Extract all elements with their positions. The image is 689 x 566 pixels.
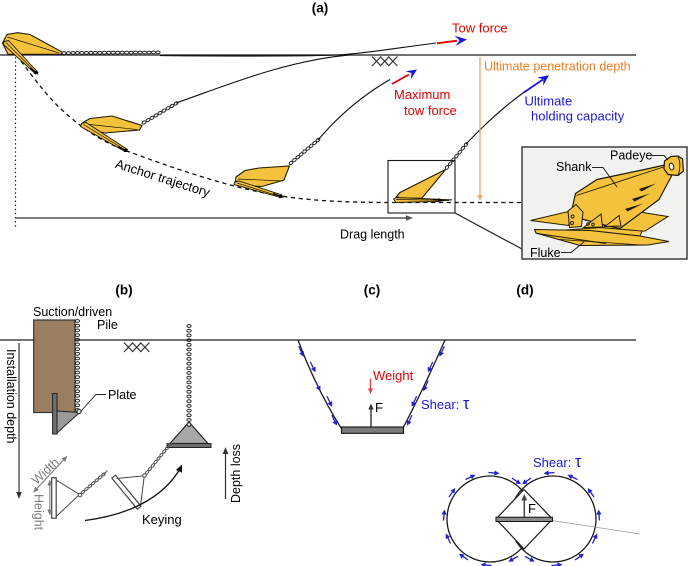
svg-text:Ultimate: Ultimate	[525, 94, 573, 109]
svg-text:Padeye: Padeye	[610, 149, 652, 163]
svg-text:Height: Height	[32, 494, 46, 531]
svg-text:Keying: Keying	[142, 512, 182, 527]
svg-text:(c): (c)	[364, 283, 381, 298]
svg-text:Shear: τ: Shear: τ	[421, 395, 470, 413]
svg-text:(d): (d)	[516, 283, 533, 298]
svg-text:F: F	[528, 501, 536, 516]
svg-text:Shank: Shank	[556, 160, 592, 174]
svg-text:Drag length: Drag length	[340, 228, 405, 242]
svg-text:Depth loss: Depth loss	[229, 444, 243, 503]
svg-text:F: F	[375, 400, 383, 415]
svg-text:Shear: τ: Shear: τ	[533, 453, 582, 471]
svg-text:Maximum: Maximum	[394, 87, 450, 102]
svg-text:tow force: tow force	[404, 103, 457, 118]
svg-text:Suction/driven: Suction/driven	[33, 305, 112, 319]
svg-text:Tow force: Tow force	[452, 21, 508, 36]
svg-text:Fluke: Fluke	[530, 246, 561, 260]
svg-text:Ultimate penetration depth: Ultimate penetration depth	[484, 60, 631, 74]
svg-text:Installation depth: Installation depth	[4, 349, 18, 444]
svg-text:Weight: Weight	[373, 368, 414, 383]
svg-text:Pile: Pile	[97, 318, 118, 332]
svg-text:(b): (b)	[115, 283, 132, 298]
svg-text:Plate: Plate	[108, 388, 137, 402]
svg-text:(a): (a)	[312, 1, 329, 16]
svg-text:holding capacity: holding capacity	[531, 109, 625, 124]
